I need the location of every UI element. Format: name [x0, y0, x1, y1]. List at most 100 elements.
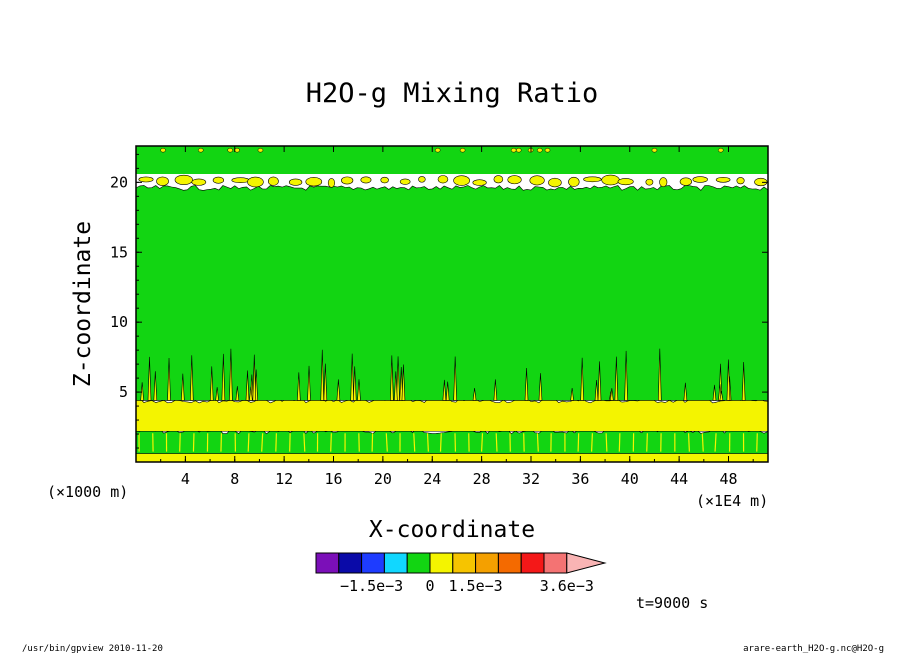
moist-dot [257, 147, 264, 153]
cell-boundary [303, 433, 306, 452]
plume-spike [235, 386, 240, 401]
plume-spike [524, 367, 529, 401]
plume-spike [719, 390, 724, 401]
plume-spike [352, 366, 357, 401]
y-tick-label: 15 [110, 243, 128, 261]
y-axis-label: Z-coordinate [70, 221, 96, 387]
moist-patch [529, 175, 545, 186]
colorbar-cell [452, 552, 477, 574]
x-tick-label: 24 [423, 470, 441, 488]
cell-boundary [687, 433, 690, 452]
plume-spike [147, 356, 152, 401]
moist-dot [459, 147, 466, 153]
moist-dot [227, 147, 233, 153]
plot-frame [135, 145, 769, 463]
plume-spike [570, 388, 574, 401]
plume-spike [453, 356, 457, 401]
x-tick-label: 4 [181, 470, 190, 488]
moist-dot [510, 147, 517, 153]
moist-dot [160, 147, 166, 153]
cell-boundary [439, 433, 442, 452]
chart-title: H2O-g Mixing Ratio [306, 78, 599, 109]
plume-spike [597, 361, 602, 401]
y-tick-label: 20 [110, 173, 128, 191]
plume-spike [396, 356, 400, 401]
colorbar-cell [338, 552, 363, 574]
plume-spike [357, 379, 361, 401]
colorbar-cell [429, 552, 454, 574]
moist-patch [212, 176, 225, 184]
plume-spike [307, 365, 311, 401]
cell-boundary [646, 433, 648, 452]
moist-dot [434, 147, 441, 153]
moist-dot [717, 147, 724, 153]
moist-patch [679, 177, 692, 186]
cell-boundary [261, 433, 264, 452]
plume-spike [394, 371, 398, 401]
x-axis: 4 8 12 16 20 24 28 32 36 40 44 48 [135, 146, 754, 488]
colorbar-cell [406, 552, 431, 574]
moist-patch [191, 178, 207, 186]
moist-patch [548, 177, 562, 188]
plume-spike [221, 353, 226, 401]
colorbar-label: 1.5e−3 [449, 577, 503, 595]
plume-spike [297, 372, 301, 401]
cell-boundary [605, 433, 608, 452]
cell-boundary [192, 433, 195, 452]
moist-patch [380, 176, 389, 184]
plume-spike [390, 355, 394, 401]
plume-spike [442, 379, 447, 401]
colorbar-cell [383, 552, 408, 574]
moist-patch [736, 177, 745, 185]
moist-patch [568, 176, 580, 187]
x-tick-label: 44 [670, 470, 688, 488]
moist-patch [692, 176, 708, 183]
colorbar-cell [543, 552, 568, 574]
y-tick-label: 5 [119, 383, 128, 401]
x-tick-label: 8 [230, 470, 239, 488]
plume-spike [229, 348, 233, 401]
moist-patch [138, 176, 154, 183]
plume-spike [614, 356, 619, 401]
plume-spike [140, 382, 144, 401]
x-tick-label: 16 [324, 470, 342, 488]
moist-patch [493, 175, 504, 184]
layer-band [136, 185, 768, 401]
x-tick-label: 36 [571, 470, 589, 488]
cell-boundary [413, 433, 416, 452]
colorbar-extend-arrow [566, 552, 607, 574]
x-unit-left: (×1000 m) [47, 483, 128, 501]
time-label: t=9000 s [636, 594, 708, 612]
plume-spike [336, 379, 341, 401]
layer-band [136, 146, 768, 174]
x-tick-label: 12 [275, 470, 293, 488]
layer-band [136, 453, 768, 462]
moist-patch [267, 176, 279, 186]
moist-patch [247, 176, 264, 188]
plume-spike [350, 353, 354, 401]
moist-patch [360, 176, 372, 184]
plume-spike [252, 354, 257, 401]
x-unit-right: (×1E4 m) [696, 492, 768, 510]
colorbar-label: 3.6e−3 [540, 577, 594, 595]
plume-spike [609, 388, 614, 401]
cell-boundary [590, 433, 593, 452]
cell-boundary [426, 433, 429, 452]
plot-area [136, 146, 768, 462]
moist-patch [174, 174, 193, 185]
moist-dot [515, 147, 522, 153]
cell-boundary [495, 433, 498, 452]
x-tick-label: 40 [621, 470, 639, 488]
moist-dot [544, 147, 551, 153]
plume-spike [245, 370, 250, 401]
cell-boundary [701, 433, 704, 452]
plume-spike [167, 357, 171, 401]
moist-patch [305, 177, 323, 187]
moist-patch [659, 177, 668, 188]
moist-patch [645, 178, 654, 186]
cell-boundary [330, 433, 332, 452]
plume-spike [472, 387, 477, 401]
layer-band [136, 397, 768, 432]
colorbar-labels: −1.5e−3 0 1.5e−3 3.6e−3 [340, 577, 594, 595]
